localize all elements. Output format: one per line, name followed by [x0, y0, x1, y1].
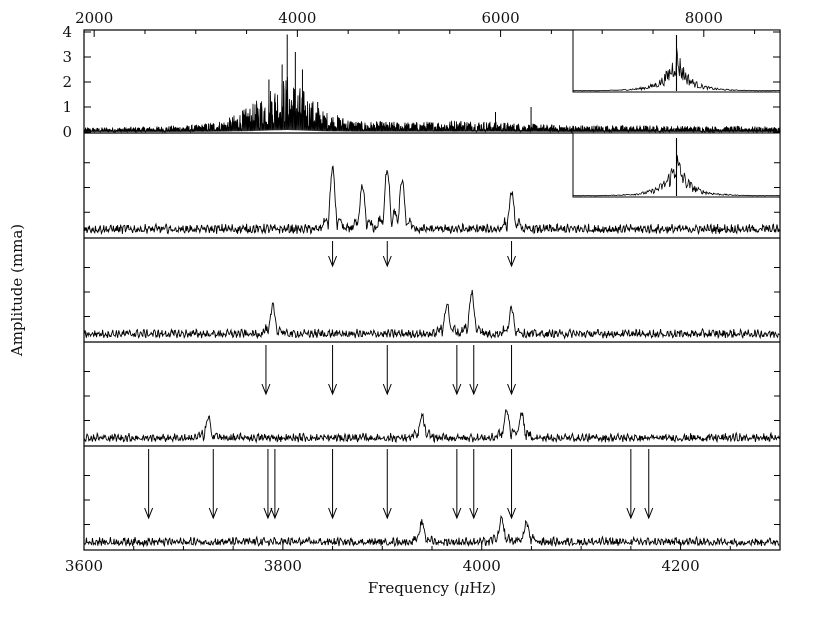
x-axis-title-unit: Hz): [469, 579, 496, 597]
stage-2-arrowhead-0: [328, 255, 338, 268]
arrows-layer: [144, 241, 654, 520]
top-x-tick-label-0: 2000: [75, 9, 113, 27]
stage-3-trace: [83, 409, 780, 444]
top-y-tick-label-4: 4: [62, 23, 72, 41]
stage-4-arrowhead-1: [208, 507, 218, 520]
stage-2-arrowhead-1: [382, 255, 392, 268]
stage-1-trace: [83, 165, 780, 236]
x-axis-title-mu: μ: [460, 579, 470, 597]
top-y-tick-label-2: 2: [62, 73, 72, 91]
stage-4-trace: [83, 514, 780, 548]
y-axis-title: Amplitude (mma): [8, 224, 26, 357]
stage-4-arrowhead-6: [452, 507, 462, 520]
bottom-x-tick-label-0: 3600: [65, 557, 103, 575]
stage-4-arrowhead-8: [507, 507, 517, 520]
top-spectrum-trace: [83, 76, 781, 134]
traces-layer: [83, 34, 781, 548]
panels-layer: [83, 29, 781, 551]
plot-frame: [83, 29, 781, 551]
stage-4-arrowhead-2: [263, 507, 273, 520]
stage-3-arrowhead-0: [261, 383, 271, 396]
stage-4-arrowhead-7: [469, 507, 479, 520]
stage-3-arrowhead-4: [469, 383, 479, 396]
stage-4-arrowhead-5: [382, 507, 392, 520]
x-axis-title-text: Frequency (: [368, 579, 460, 597]
stage-3-arrowhead-2: [382, 383, 392, 396]
ticks-layer: 2000 4000 6000 8000 0 1 2 3 4 3600 3800 4000 4200: [62, 9, 781, 575]
bottom-x-tick-label-2: 4000: [463, 557, 501, 575]
top-y-tick-label-3: 3: [62, 48, 72, 66]
top-x-tick-label-1: 4000: [278, 9, 316, 27]
x-axis-title: Frequency (μHz): [368, 579, 496, 597]
top-y-tick-label-0: 0: [62, 123, 72, 141]
stage-2-trace: [83, 289, 780, 340]
top-x-tick-label-2: 6000: [481, 9, 519, 27]
stage-4-arrowhead-10: [644, 507, 654, 520]
stage-2-arrowhead-2: [507, 255, 517, 268]
stage-4-arrowhead-9: [626, 507, 636, 520]
stage-4-arrowhead-0: [144, 507, 154, 520]
stage-3-arrowhead-3: [452, 383, 462, 396]
bottom-x-tick-label-1: 3800: [264, 557, 302, 575]
top-y-tick-label-1: 1: [62, 98, 72, 116]
stage-4-arrowhead-4: [328, 507, 338, 520]
stage-4-arrowhead-3: [270, 507, 280, 520]
insets-layer: [572, 29, 781, 198]
bottom-x-tick-label-3: 4200: [661, 557, 699, 575]
stage-3-arrowhead-5: [507, 383, 517, 396]
stage-3-arrowhead-1: [328, 383, 338, 396]
top-x-tick-label-3: 8000: [685, 9, 723, 27]
